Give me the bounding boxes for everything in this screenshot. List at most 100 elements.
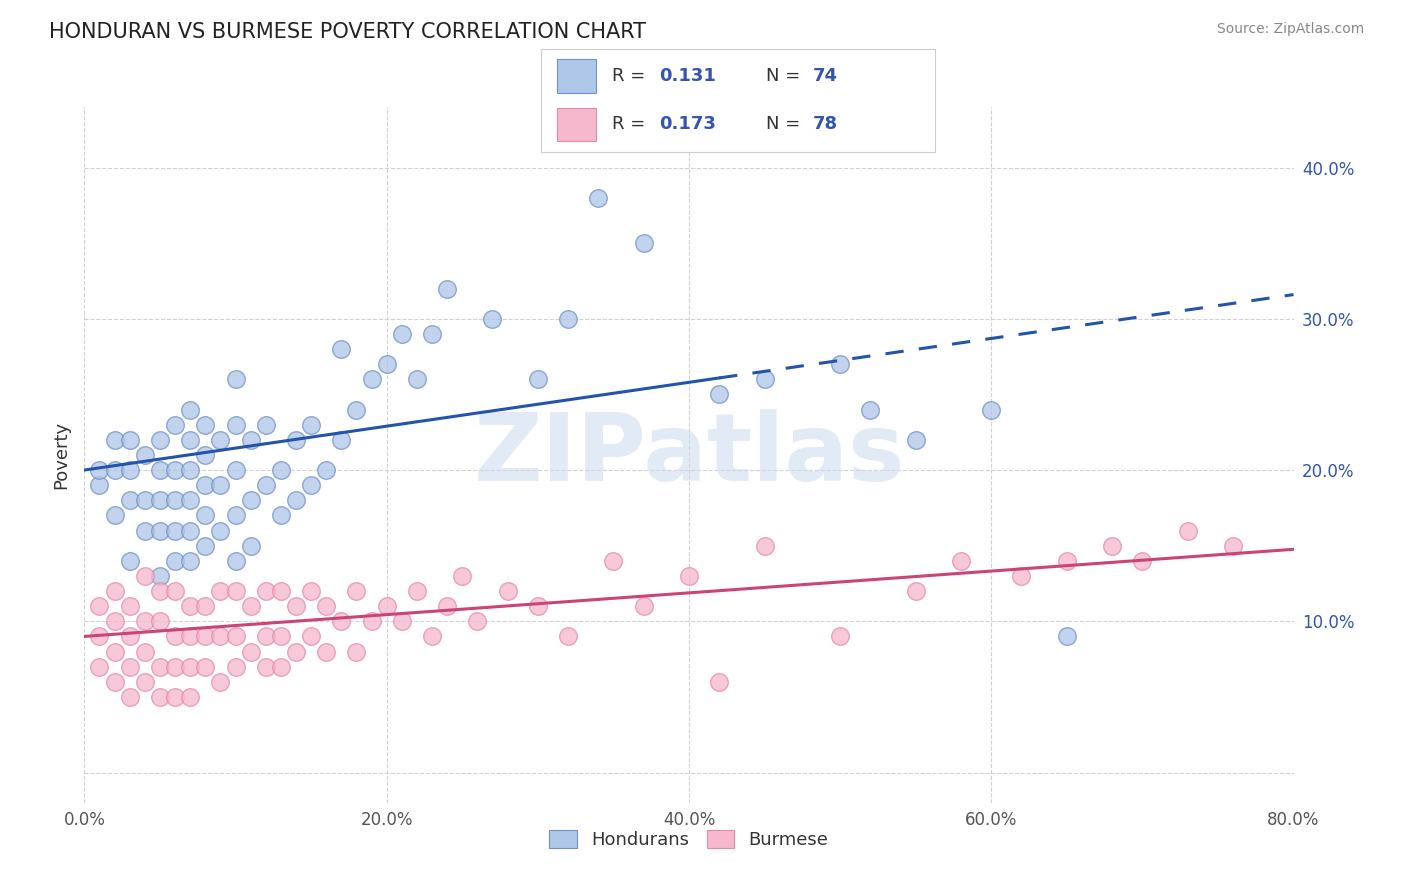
Point: [179, 433, 201, 447]
Point: [118, 554, 141, 568]
Point: [165, 629, 187, 643]
Point: [830, 357, 852, 371]
Point: [360, 615, 382, 629]
Point: [89, 659, 111, 673]
Point: [225, 629, 247, 643]
Point: [179, 524, 201, 538]
Point: [904, 584, 927, 599]
Point: [254, 659, 277, 673]
Point: [118, 690, 141, 704]
Point: [420, 629, 443, 643]
Text: 0.173: 0.173: [659, 115, 716, 133]
Point: [346, 402, 368, 417]
Point: [165, 659, 187, 673]
Point: [330, 615, 353, 629]
Point: [239, 433, 262, 447]
Point: [239, 599, 262, 614]
Point: [980, 402, 1002, 417]
Point: [165, 493, 187, 508]
Point: [209, 584, 232, 599]
Point: [165, 463, 187, 477]
Point: [225, 372, 247, 386]
Point: [527, 599, 550, 614]
Point: [179, 629, 201, 643]
Point: [209, 478, 232, 492]
Point: [118, 599, 141, 614]
Point: [709, 387, 731, 401]
Point: [149, 433, 172, 447]
Point: [633, 599, 655, 614]
Point: [149, 569, 172, 583]
Point: [118, 463, 141, 477]
Point: [104, 644, 127, 658]
Point: [254, 417, 277, 432]
Point: [859, 402, 882, 417]
Point: [179, 493, 201, 508]
Point: [950, 554, 973, 568]
Point: [209, 524, 232, 538]
FancyBboxPatch shape: [557, 108, 596, 141]
Point: [165, 690, 187, 704]
Point: [602, 554, 624, 568]
Point: [299, 417, 322, 432]
Point: [527, 372, 550, 386]
Point: [315, 599, 337, 614]
Point: [285, 644, 308, 658]
Point: [754, 372, 776, 386]
Point: [375, 599, 398, 614]
Point: [149, 615, 172, 629]
Point: [1222, 539, 1244, 553]
Point: [179, 554, 201, 568]
Text: R =: R =: [612, 115, 651, 133]
Point: [709, 674, 731, 689]
Point: [754, 539, 776, 553]
Text: N =: N =: [766, 67, 806, 85]
Point: [209, 433, 232, 447]
Point: [436, 599, 458, 614]
Point: [1101, 539, 1123, 553]
Point: [165, 417, 187, 432]
Point: [375, 357, 398, 371]
Point: [270, 463, 292, 477]
Point: [270, 584, 292, 599]
Point: [481, 311, 503, 326]
Point: [149, 659, 172, 673]
Point: [420, 326, 443, 341]
Point: [118, 659, 141, 673]
Text: R =: R =: [612, 67, 651, 85]
Point: [194, 448, 217, 462]
Point: [194, 508, 217, 523]
Point: [467, 615, 489, 629]
Point: [360, 372, 382, 386]
Point: [104, 463, 127, 477]
Point: [89, 629, 111, 643]
Point: [391, 615, 413, 629]
Point: [315, 644, 337, 658]
Point: [904, 433, 927, 447]
Point: [225, 463, 247, 477]
Point: [89, 478, 111, 492]
Point: [179, 463, 201, 477]
Point: [254, 629, 277, 643]
Point: [299, 478, 322, 492]
Text: N =: N =: [766, 115, 806, 133]
Point: [270, 629, 292, 643]
Point: [330, 433, 353, 447]
Point: [436, 281, 458, 295]
Point: [1056, 629, 1078, 643]
Point: [134, 615, 156, 629]
Point: [194, 478, 217, 492]
Text: 74: 74: [813, 67, 838, 85]
Text: Source: ZipAtlas.com: Source: ZipAtlas.com: [1216, 22, 1364, 37]
Point: [254, 584, 277, 599]
Point: [239, 539, 262, 553]
Point: [179, 690, 201, 704]
Point: [134, 674, 156, 689]
Point: [1056, 554, 1078, 568]
Point: [299, 629, 322, 643]
Point: [678, 569, 700, 583]
Point: [557, 311, 579, 326]
Point: [104, 615, 127, 629]
Text: 78: 78: [813, 115, 838, 133]
Point: [633, 236, 655, 251]
